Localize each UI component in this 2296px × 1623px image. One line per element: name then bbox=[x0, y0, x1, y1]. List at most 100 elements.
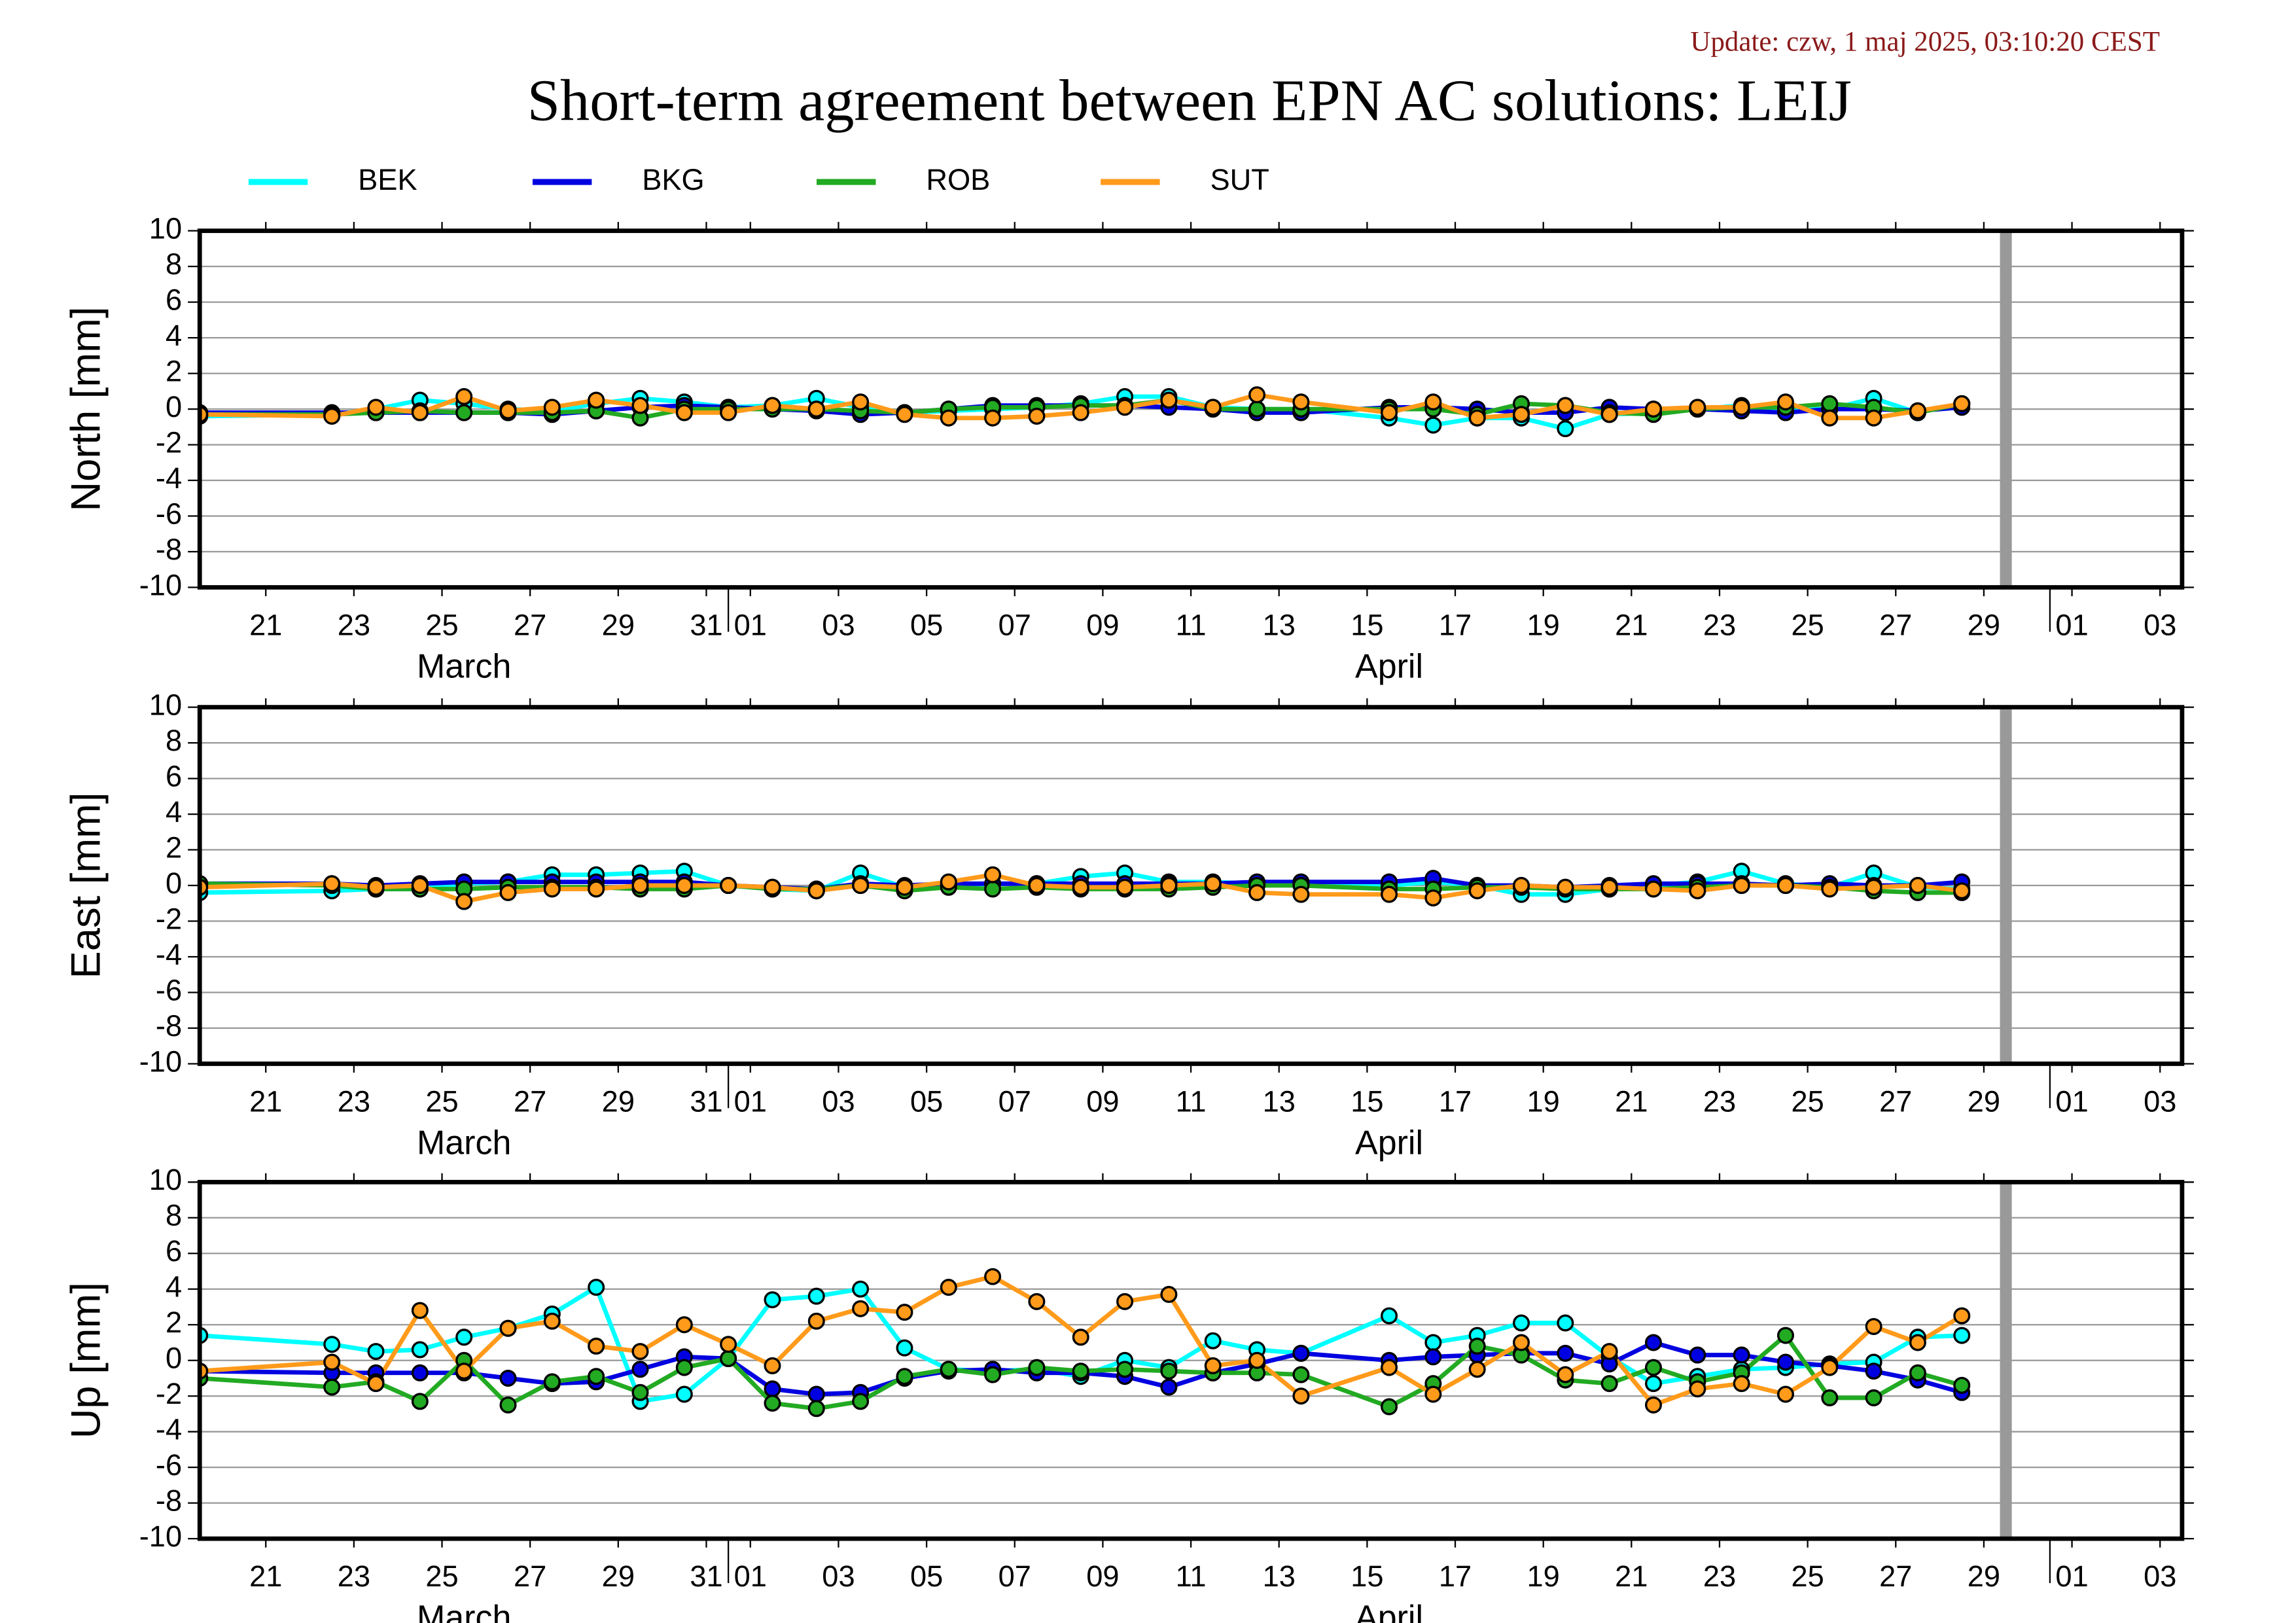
data-point bbox=[940, 1279, 957, 1296]
legend-label: SUT bbox=[1210, 163, 1269, 196]
data-point bbox=[631, 877, 649, 895]
data-point bbox=[411, 1393, 429, 1410]
x-tick-label: 01 bbox=[2055, 1084, 2088, 1118]
data-point bbox=[1644, 1375, 1662, 1393]
data-point bbox=[1204, 1332, 1222, 1349]
y-tick-label: -8 bbox=[156, 1009, 182, 1043]
data-point bbox=[1821, 1389, 1839, 1406]
data-point bbox=[499, 1369, 517, 1387]
data-point bbox=[1248, 883, 1266, 901]
data-point bbox=[1557, 1314, 1574, 1332]
data-point bbox=[411, 1364, 429, 1382]
data-point bbox=[1204, 1357, 1222, 1374]
x-tick-label: 13 bbox=[1263, 1084, 1296, 1118]
y-tick-label: 0 bbox=[166, 1342, 182, 1375]
data-point bbox=[1644, 1334, 1662, 1351]
data-point bbox=[984, 1366, 1002, 1383]
data-point bbox=[984, 409, 1002, 427]
data-point bbox=[896, 878, 913, 896]
data-point bbox=[1160, 1285, 1178, 1303]
data-point bbox=[1644, 880, 1662, 898]
x-tick-label: 25 bbox=[1791, 1084, 1824, 1118]
data-point bbox=[1909, 1364, 1926, 1382]
x-tick-label: 01 bbox=[2055, 1560, 2088, 1593]
data-point bbox=[764, 1395, 781, 1412]
y-tick-label: -8 bbox=[156, 1484, 182, 1518]
data-point bbox=[588, 391, 605, 409]
data-point bbox=[1733, 399, 1750, 416]
current-date-bar bbox=[2000, 707, 2012, 1064]
y-tick-label: -10 bbox=[139, 568, 182, 601]
data-point bbox=[1821, 1359, 1839, 1376]
current-date-bar bbox=[2000, 1182, 2012, 1539]
data-point bbox=[499, 1319, 517, 1337]
x-tick-label: 21 bbox=[1615, 608, 1648, 641]
x-tick-label: 19 bbox=[1527, 1560, 1560, 1593]
month-label: April bbox=[1355, 1599, 1423, 1623]
plot-area bbox=[200, 1268, 1971, 1418]
y-tick-label: -4 bbox=[156, 938, 182, 971]
legend-label: ROB bbox=[926, 163, 990, 196]
data-point bbox=[1909, 877, 1926, 895]
data-point bbox=[1292, 885, 1310, 903]
data-point bbox=[1072, 1329, 1089, 1346]
x-tick-label: 03 bbox=[2144, 608, 2176, 641]
data-point bbox=[1557, 420, 1574, 438]
month-label: March bbox=[417, 1599, 511, 1623]
data-point bbox=[1733, 877, 1750, 895]
data-point bbox=[1644, 401, 1662, 418]
y-tick-label: -10 bbox=[139, 1044, 182, 1078]
y-tick-label: -6 bbox=[156, 973, 182, 1007]
x-tick-label: 29 bbox=[602, 608, 635, 641]
x-tick-label: 21 bbox=[1615, 1084, 1648, 1118]
data-point bbox=[852, 1300, 870, 1317]
data-point bbox=[1776, 1353, 1794, 1371]
x-tick-label: 09 bbox=[1086, 1560, 1119, 1593]
data-point bbox=[764, 1380, 781, 1398]
x-tick-label: 15 bbox=[1351, 1084, 1383, 1118]
y-tick-label: -4 bbox=[156, 1413, 182, 1446]
data-point bbox=[1292, 393, 1310, 411]
x-tick-label: 27 bbox=[1879, 1084, 1912, 1118]
data-point bbox=[807, 1287, 825, 1305]
data-point bbox=[1776, 393, 1794, 411]
data-point bbox=[411, 877, 429, 895]
data-point bbox=[675, 1316, 693, 1334]
data-point bbox=[1381, 1359, 1398, 1376]
x-tick-label: 15 bbox=[1351, 1560, 1383, 1593]
data-point bbox=[1865, 878, 1882, 896]
data-point bbox=[455, 1363, 473, 1380]
x-tick-label: 27 bbox=[514, 1084, 546, 1118]
data-point bbox=[984, 866, 1002, 883]
data-point bbox=[1644, 1359, 1662, 1376]
data-point bbox=[852, 1393, 870, 1410]
data-point bbox=[984, 880, 1002, 898]
data-point bbox=[1865, 1363, 1882, 1380]
x-tick-label: 07 bbox=[998, 1560, 1031, 1593]
x-tick-label: 11 bbox=[1176, 608, 1207, 641]
y-tick-label: 10 bbox=[149, 212, 182, 245]
data-point bbox=[1468, 409, 1486, 427]
x-tick-label: 05 bbox=[910, 1084, 943, 1118]
y-tick-label: -2 bbox=[156, 426, 182, 459]
plot-area bbox=[200, 863, 1971, 910]
data-point bbox=[1600, 1343, 1618, 1361]
x-tick-label: 25 bbox=[425, 608, 458, 641]
x-tick-label: 05 bbox=[910, 1560, 943, 1593]
data-point bbox=[1821, 395, 1839, 412]
data-point bbox=[1160, 1363, 1178, 1380]
x-tick-label: 19 bbox=[1527, 1084, 1560, 1118]
data-point bbox=[764, 397, 781, 414]
y-tick-label: 6 bbox=[166, 283, 182, 317]
data-point bbox=[588, 1337, 605, 1355]
data-point bbox=[852, 1280, 870, 1298]
data-point bbox=[1513, 877, 1530, 895]
data-point bbox=[675, 1385, 693, 1403]
data-point bbox=[1468, 1361, 1486, 1378]
plot-frame bbox=[197, 705, 2185, 1066]
data-point bbox=[852, 877, 870, 895]
data-point bbox=[367, 1343, 385, 1361]
data-point bbox=[807, 882, 825, 900]
data-point bbox=[411, 1302, 429, 1319]
